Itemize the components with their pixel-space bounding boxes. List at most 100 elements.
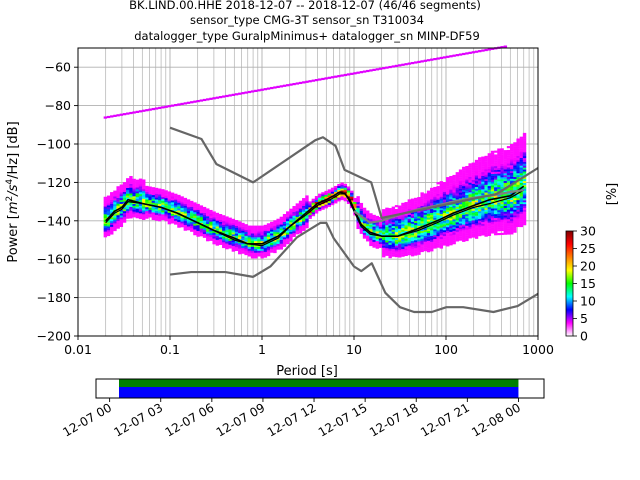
density-cell <box>234 93 239 96</box>
density-cell <box>170 204 175 207</box>
density-cell <box>148 199 152 203</box>
density-cell <box>314 209 319 212</box>
density-cell <box>126 112 130 115</box>
density-cell <box>145 206 149 210</box>
density-cell <box>110 209 114 212</box>
density-cell <box>436 237 440 241</box>
density-cell <box>276 239 280 243</box>
density-cell <box>282 217 287 221</box>
density-cell <box>330 76 335 79</box>
density-cell <box>362 209 367 212</box>
density-cell <box>446 244 450 247</box>
density-cell <box>362 234 367 237</box>
density-cell <box>231 232 236 235</box>
density-cell <box>398 64 402 67</box>
density-cell <box>228 242 232 245</box>
density-cell <box>430 231 434 235</box>
density-cell <box>426 211 431 214</box>
density-cell <box>506 163 511 166</box>
density-cell <box>417 60 421 64</box>
density-cell <box>116 218 120 222</box>
density-cell <box>129 183 133 186</box>
density-cell <box>372 237 376 240</box>
density-cell <box>116 209 120 212</box>
density-cell <box>257 237 261 240</box>
density-cell <box>362 225 367 228</box>
density-cell <box>506 211 511 214</box>
density-cell <box>446 192 450 195</box>
density-cell <box>484 157 488 160</box>
density-cell <box>199 224 204 227</box>
density-cell <box>145 208 149 212</box>
density-cell <box>359 202 364 206</box>
density-cell <box>410 248 415 251</box>
density-cell <box>199 99 204 102</box>
density-cell <box>471 208 476 211</box>
density-cell <box>225 245 229 248</box>
density-cell <box>500 223 504 226</box>
density-cell <box>494 187 498 190</box>
density-cell <box>212 238 216 241</box>
density-cell <box>455 183 460 186</box>
density-cell <box>423 204 428 208</box>
density-cell <box>436 212 440 216</box>
density-cell <box>158 217 162 220</box>
density-cell <box>196 217 200 220</box>
density-cell <box>298 81 303 85</box>
density-cell <box>273 243 277 246</box>
density-cell <box>516 201 520 205</box>
density-cell <box>356 224 360 228</box>
density-cell <box>196 211 200 214</box>
density-cell <box>436 186 440 189</box>
density-cell <box>510 153 514 156</box>
density-cell <box>382 249 386 252</box>
density-cell <box>263 244 268 247</box>
density-cell <box>471 200 476 204</box>
density-cell <box>398 220 402 223</box>
density-cell <box>113 204 117 207</box>
density-cell <box>497 215 501 218</box>
density-cell <box>420 249 424 253</box>
density-cell <box>167 218 172 221</box>
density-cell <box>455 191 460 194</box>
density-cell <box>222 219 226 222</box>
density-cell <box>430 243 434 246</box>
density-cell <box>148 205 152 208</box>
density-cell <box>430 187 434 190</box>
density-cell <box>138 184 143 187</box>
density-cell <box>282 225 287 228</box>
density-cell <box>167 204 172 208</box>
density-cell <box>119 199 124 203</box>
density-cell <box>292 229 296 232</box>
density-cell <box>458 217 463 220</box>
density-cell <box>436 235 440 239</box>
density-cell <box>417 248 421 252</box>
density-cell <box>247 231 252 234</box>
density-cell <box>321 205 325 208</box>
density-cell <box>202 228 207 231</box>
density-cell <box>186 228 191 231</box>
density-cell <box>494 181 498 184</box>
density-cell <box>401 229 405 232</box>
density-cell <box>455 187 460 190</box>
density-cell <box>254 231 258 234</box>
density-cell <box>516 205 520 208</box>
density-cell <box>439 233 444 236</box>
density-cell <box>164 199 168 203</box>
density-cell <box>404 234 408 237</box>
density-cell <box>446 207 450 210</box>
density-cell <box>516 174 520 178</box>
density-cell <box>506 197 511 201</box>
density-cell <box>510 203 514 206</box>
density-cell <box>455 218 460 221</box>
density-cell <box>468 222 472 225</box>
density-cell <box>439 244 444 247</box>
density-cell <box>442 206 447 210</box>
density-cell <box>452 190 456 193</box>
density-cell <box>516 144 520 147</box>
density-cell <box>433 58 437 61</box>
density-cell <box>490 189 495 192</box>
density-cell <box>468 220 472 224</box>
density-cell <box>266 227 271 230</box>
density-cell <box>385 230 389 233</box>
